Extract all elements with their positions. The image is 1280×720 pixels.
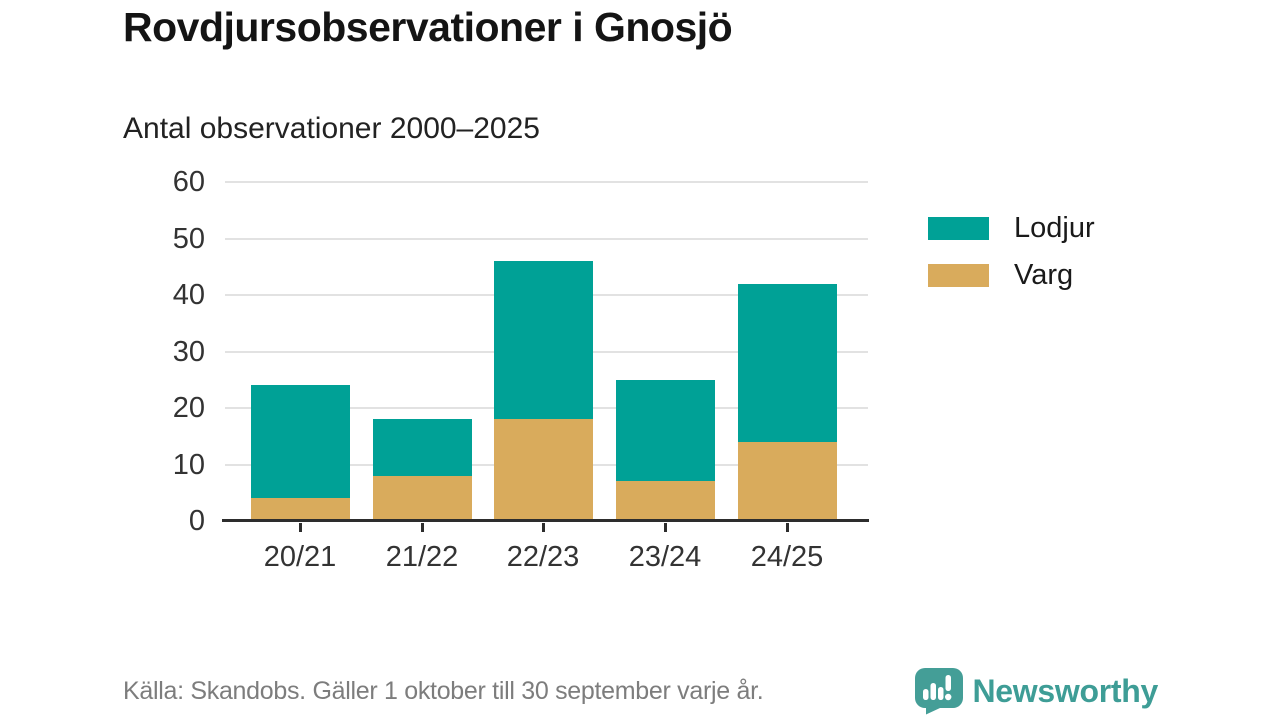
- chart-subtitle: Antal observationer 2000–2025: [123, 112, 540, 145]
- x-tick-label-23/24: 23/24: [628, 541, 702, 573]
- legend-item-varg: Varg: [928, 259, 1095, 291]
- y-tick-label-10: 10: [172, 448, 205, 481]
- footer: Källa: Skandobs. Gäller 1 oktober till 3…: [123, 666, 1158, 716]
- gridline-50: [225, 237, 868, 240]
- x-tick-23/24: [663, 523, 667, 532]
- x-tick-21/22: [420, 523, 424, 532]
- x-tick-label-20/21: 20/21: [263, 541, 337, 573]
- x-axis-line: [222, 519, 869, 522]
- bar-22/23: [493, 261, 593, 521]
- x-tick-22/23: [541, 523, 545, 532]
- bar-20/21: [250, 385, 350, 521]
- bar-segment-varg-20/21: [250, 498, 350, 521]
- legend-swatch-varg: [928, 263, 989, 287]
- legend: Lodjur Varg: [928, 212, 1095, 310]
- y-tick-label-30: 30: [172, 335, 205, 368]
- chart-title: Rovdjursobservationer i Gnosjö: [123, 4, 733, 50]
- bar-segment-lodjur-22/23: [493, 261, 593, 420]
- y-tick-label-50: 50: [172, 222, 205, 255]
- x-tick-label-22/23: 22/23: [506, 541, 580, 573]
- bar-23/24: [615, 379, 715, 521]
- x-tick-20/21: [298, 523, 302, 532]
- bar-21/22: [372, 419, 472, 521]
- bar-segment-varg-22/23: [493, 419, 593, 521]
- bar-segment-varg-23/24: [615, 481, 715, 521]
- brand-logo: Newsworthy: [914, 667, 1159, 715]
- bar-segment-lodjur-24/25: [737, 283, 837, 442]
- legend-label-lodjur: Lodjur: [1014, 211, 1095, 244]
- legend-label-varg: Varg: [1014, 258, 1074, 291]
- legend-item-lodjur: Lodjur: [928, 212, 1095, 244]
- x-tick-24/25: [785, 523, 789, 532]
- y-tick-label-60: 60: [172, 166, 205, 198]
- bar-segment-varg-24/25: [737, 441, 837, 521]
- bar-segment-varg-21/22: [372, 475, 472, 521]
- gridline-60: [225, 181, 868, 183]
- bar-24/25: [737, 283, 837, 521]
- plot-area: 0 10 20 30 40 50 60 20/21 21/22 22/23 23/24 24/25: [173, 167, 869, 573]
- y-tick-label-20: 20: [172, 392, 205, 424]
- x-tick-label-21/22: 21/22: [385, 541, 459, 573]
- source-note: Källa: Skandobs. Gäller 1 oktober till 3…: [123, 676, 764, 705]
- brand-name: Newsworthy: [972, 672, 1159, 709]
- y-tick-label-0: 0: [188, 505, 205, 537]
- legend-swatch-lodjur: [928, 216, 989, 240]
- y-tick-label-40: 40: [172, 279, 205, 311]
- newsworthy-logo-icon: [914, 667, 963, 714]
- bar-segment-lodjur-20/21: [250, 385, 350, 499]
- bar-segment-lodjur-23/24: [615, 379, 715, 482]
- bar-segment-lodjur-21/22: [372, 419, 472, 476]
- x-tick-label-24/25: 24/25: [750, 541, 824, 573]
